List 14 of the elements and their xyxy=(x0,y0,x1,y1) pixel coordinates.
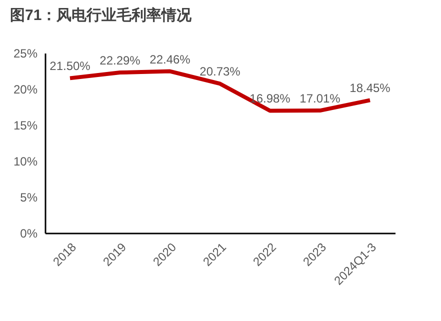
y-tick-label: 0% xyxy=(20,226,38,240)
y-tick-label: 10% xyxy=(13,154,38,168)
chart-title: 图71：风电行业毛利率情况 xyxy=(10,6,193,24)
y-tick-label: 25% xyxy=(13,46,38,60)
text: 20.73% xyxy=(200,64,240,79)
text: 17.01% xyxy=(300,92,340,106)
text: 18.45% xyxy=(350,81,390,96)
text: 22.29% xyxy=(100,54,140,68)
y-tick-label: 20% xyxy=(13,82,38,96)
y-tick-label: 5% xyxy=(20,190,38,204)
y-tick-label: 15% xyxy=(13,118,38,132)
text: 22.46% xyxy=(150,52,190,66)
text: 21.50% xyxy=(50,59,90,74)
text: 16.98% xyxy=(250,92,290,106)
